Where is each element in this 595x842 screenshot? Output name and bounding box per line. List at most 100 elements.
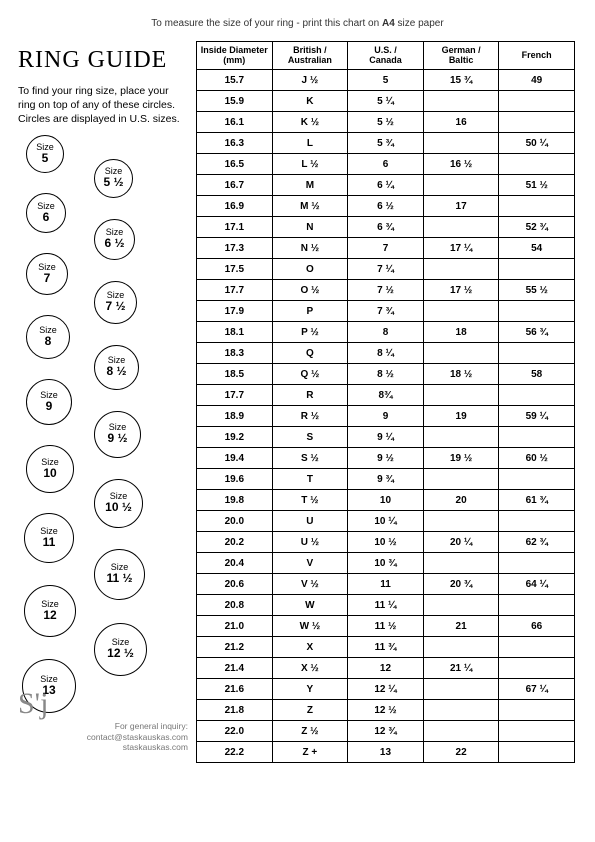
table-cell: N ½ — [272, 238, 348, 259]
table-cell — [423, 553, 499, 574]
table-cell: 19.2 — [197, 427, 273, 448]
size-circle: Size8 — [26, 315, 70, 359]
top-note-post: size paper — [395, 18, 444, 29]
table-cell: 8 ½ — [348, 364, 424, 385]
table-cell — [499, 469, 575, 490]
table-cell: 21 ¼ — [423, 658, 499, 679]
table-cell: 10 ½ — [348, 532, 424, 553]
circle-size-number: 10 — [43, 467, 56, 480]
table-cell: W ½ — [272, 616, 348, 637]
table-cell — [423, 721, 499, 742]
table-column-header: French — [499, 42, 575, 70]
size-circle: Size6 — [26, 193, 66, 233]
table-row: 17.5O7 ¼ — [197, 259, 575, 280]
table-cell: 11 ½ — [348, 616, 424, 637]
table-cell: 16.9 — [197, 196, 273, 217]
table-cell: 12 ½ — [348, 700, 424, 721]
table-cell: O ½ — [272, 280, 348, 301]
table-row: 17.7O ½7 ½17 ½55 ½ — [197, 280, 575, 301]
table-cell — [423, 91, 499, 112]
table-cell: T — [272, 469, 348, 490]
table-cell — [499, 637, 575, 658]
table-cell: 50 ¼ — [499, 133, 575, 154]
table-cell: 21.0 — [197, 616, 273, 637]
size-circle: Size9 ½ — [94, 411, 141, 458]
circle-size-number: 5 — [42, 152, 49, 165]
table-cell — [499, 112, 575, 133]
table-cell: 21.8 — [197, 700, 273, 721]
table-cell: S ½ — [272, 448, 348, 469]
table-cell: M ½ — [272, 196, 348, 217]
main-layout: RING GUIDE To find your ring size, place… — [0, 41, 595, 763]
table-column-header: British /Australian — [272, 42, 348, 70]
size-circle: Size8 ½ — [94, 345, 139, 390]
size-circle: Size12 ½ — [94, 623, 147, 676]
inquiry-label: For general inquiry: — [18, 721, 188, 732]
table-cell: 19.4 — [197, 448, 273, 469]
table-row: 21.2X11 ¾ — [197, 637, 575, 658]
size-circle: Size9 — [26, 379, 72, 425]
table-cell: 6 ½ — [348, 196, 424, 217]
table-cell — [499, 700, 575, 721]
table-cell: 12 ¼ — [348, 679, 424, 700]
table-cell: 7 ¼ — [348, 259, 424, 280]
table-row: 20.4V10 ¾ — [197, 553, 575, 574]
table-cell — [423, 385, 499, 406]
table-cell: W — [272, 595, 348, 616]
table-cell — [423, 679, 499, 700]
table-cell: 21.2 — [197, 637, 273, 658]
table-cell: Z — [272, 700, 348, 721]
table-cell: 10 — [348, 490, 424, 511]
table-row: 19.2S9 ¼ — [197, 427, 575, 448]
size-circles-area: Size5Size5 ½Size6Size6 ½Size7Size7 ½Size… — [12, 135, 190, 735]
table-cell: 17 ½ — [423, 280, 499, 301]
table-cell — [499, 343, 575, 364]
table-cell: 22.0 — [197, 721, 273, 742]
table-cell — [423, 301, 499, 322]
circle-size-number: 12 — [43, 609, 56, 622]
table-cell: 16.5 — [197, 154, 273, 175]
circle-size-number: 10 ½ — [105, 501, 132, 514]
table-row: 16.7M6 ¼51 ½ — [197, 175, 575, 196]
instructions-text: To find your ring size, place your ring … — [18, 84, 186, 127]
table-cell: 5 ¾ — [348, 133, 424, 154]
table-cell: 9 ½ — [348, 448, 424, 469]
table-cell — [499, 154, 575, 175]
table-cell: 17.9 — [197, 301, 273, 322]
size-circle: Size11 — [24, 513, 74, 563]
table-body: 15.7J ½515 ¾4915.9K5 ¼16.1K ½5 ½1616.3L5… — [197, 70, 575, 763]
table-cell: 58 — [499, 364, 575, 385]
table-cell: 54 — [499, 238, 575, 259]
table-cell — [499, 658, 575, 679]
table-cell: Z + — [272, 742, 348, 763]
table-cell — [499, 511, 575, 532]
table-cell: 13 — [348, 742, 424, 763]
table-cell: 7 ½ — [348, 280, 424, 301]
table-cell — [499, 595, 575, 616]
table-row: 18.5Q ½8 ½18 ½58 — [197, 364, 575, 385]
table-cell: 21.4 — [197, 658, 273, 679]
table-row: 15.9K5 ¼ — [197, 91, 575, 112]
size-circle: Size10 — [26, 445, 74, 493]
table-row: 15.7J ½515 ¾49 — [197, 70, 575, 91]
table-cell — [499, 427, 575, 448]
table-cell: 6 ¾ — [348, 217, 424, 238]
table-cell: 62 ¾ — [499, 532, 575, 553]
table-cell: Z ½ — [272, 721, 348, 742]
table-row: 20.8W11 ¼ — [197, 595, 575, 616]
table-cell — [499, 259, 575, 280]
table-cell: 20 — [423, 490, 499, 511]
table-cell — [423, 637, 499, 658]
table-cell: M — [272, 175, 348, 196]
table-cell: 19 ½ — [423, 448, 499, 469]
circle-size-number: 9 ½ — [107, 432, 127, 445]
table-column-header: U.S. /Canada — [348, 42, 424, 70]
table-cell — [423, 427, 499, 448]
table-cell: L ½ — [272, 154, 348, 175]
table-row: 17.3N ½717 ¼54 — [197, 238, 575, 259]
table-cell: Y — [272, 679, 348, 700]
table-cell: 21.6 — [197, 679, 273, 700]
circle-size-number: 7 — [44, 272, 51, 285]
table-cell: 15.7 — [197, 70, 273, 91]
table-cell: 15 ¾ — [423, 70, 499, 91]
